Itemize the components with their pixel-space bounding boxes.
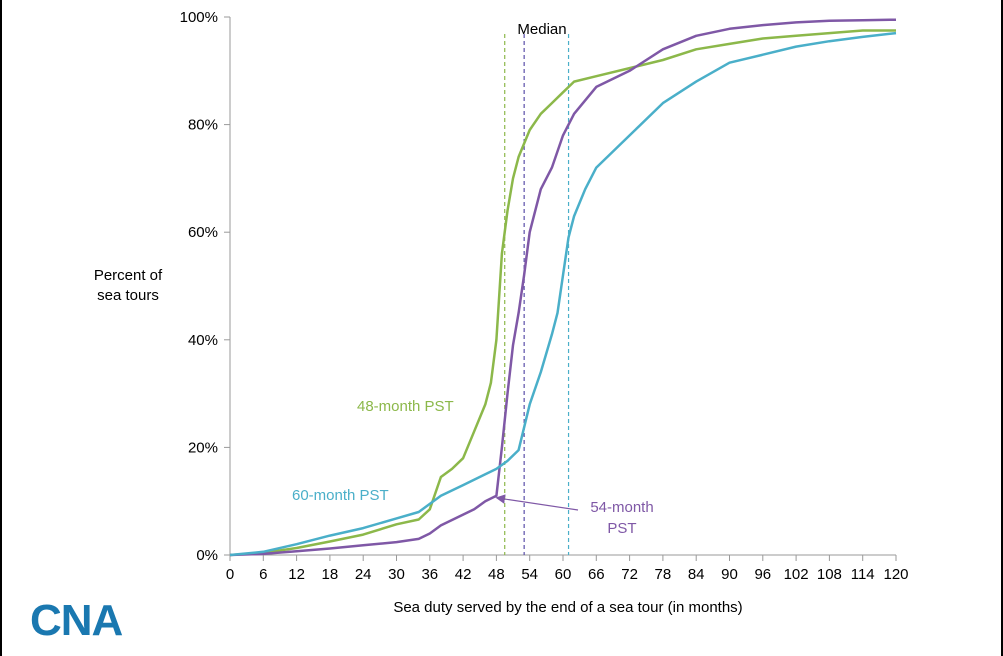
x-tick-label: 0 [226, 566, 234, 583]
x-tick-label: 6 [259, 566, 267, 583]
cna-logo-text: CNA [30, 596, 123, 645]
median-label: Median [517, 21, 566, 38]
y-axis-label-line2: sea tours [97, 287, 159, 304]
x-tick-label: 42 [455, 566, 472, 583]
x-tick-label: 120 [883, 566, 908, 583]
x-tick-label: 72 [621, 566, 638, 583]
y-tick-label: 100% [180, 9, 218, 26]
y-axis-label-line1: Percent of [93, 267, 163, 284]
x-tick-label: 18 [322, 566, 339, 583]
series-line [229, 18, 897, 557]
series-label-54-line1: 54-month [590, 499, 653, 516]
series-line [229, 29, 896, 557]
annotation-arrow [495, 494, 579, 511]
y-tick-label: 60% [188, 224, 218, 241]
series-line [229, 31, 897, 557]
x-tick-label: 36 [421, 566, 438, 583]
x-tick-label: 12 [288, 566, 305, 583]
x-axis-label: Sea duty served by the end of a sea tour… [393, 599, 742, 616]
series-label-48: 48-month PST [357, 398, 454, 415]
y-tick-label: 20% [188, 439, 218, 456]
series-label-60: 60-month PST [292, 487, 389, 504]
x-tick-label: 102 [784, 566, 809, 583]
y-tick-label: 40% [188, 332, 218, 349]
cna-logo: CNA [30, 596, 123, 646]
y-tick-label: 80% [188, 117, 218, 134]
x-tick-label: 78 [655, 566, 672, 583]
series-label-54-line2: PST [607, 520, 636, 537]
x-tick-label: 84 [688, 566, 705, 583]
x-tick-label: 60 [555, 566, 572, 583]
x-tick-label: 48 [488, 566, 505, 583]
y-axis-label: Percent of sea tours [68, 266, 188, 306]
x-tick-label: 114 [851, 566, 875, 583]
x-tick-label: 54 [521, 566, 538, 583]
x-tick-label: 24 [355, 566, 372, 583]
x-tick-label: 108 [817, 566, 842, 583]
x-tick-label: 90 [721, 566, 738, 583]
x-tick-label: 66 [588, 566, 605, 583]
x-tick-label: 30 [388, 566, 405, 583]
x-tick-label: 96 [754, 566, 771, 583]
y-tick-label: 0% [196, 547, 218, 564]
